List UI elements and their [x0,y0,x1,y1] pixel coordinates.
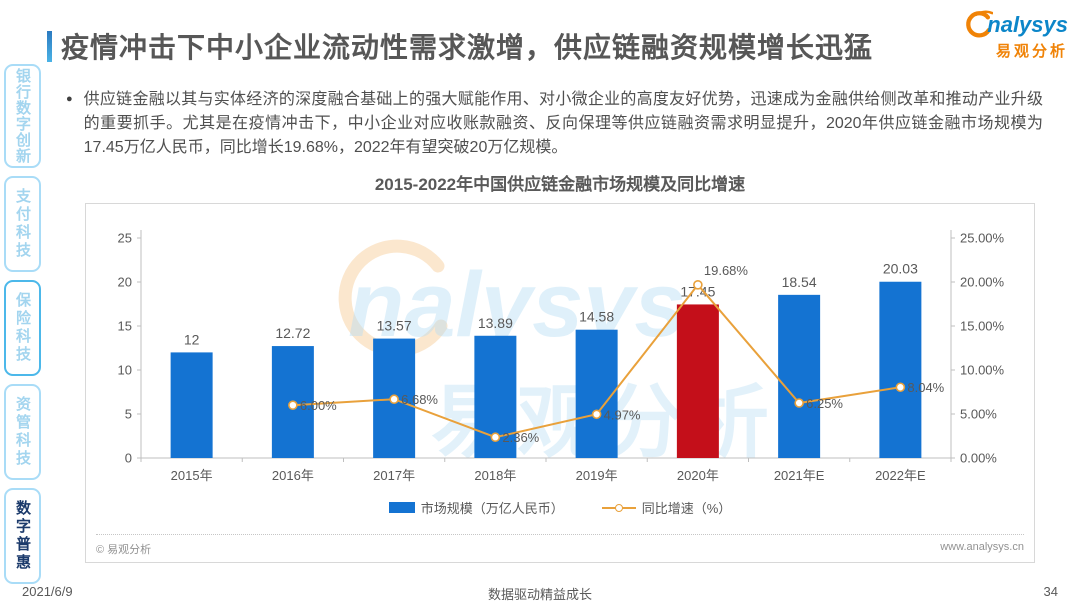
bullet-marker-icon: ● [66,93,73,105]
chart-card-footer: © 易观分析 www.analysys.cn [96,534,1024,557]
left-axis-tick-label: 0 [125,451,132,466]
legend-line-swatch-icon [601,503,636,513]
sidebar-tab-digital-inclusion[interactable]: 数字普惠 [4,488,41,584]
footer-date: 2021/6/9 [22,584,73,599]
x-axis-label: 2022年E [875,468,926,483]
bar-value-label: 18.54 [782,274,817,290]
website-link[interactable]: www.analysys.cn [940,541,1024,553]
page-footer: 2021/6/9 数据驱动精益成长 34 [0,584,1080,602]
growth-value-label: 6.68% [401,392,438,407]
logo-swoosh-icon [966,10,994,38]
x-axis-label: 2021年E [774,468,825,483]
x-axis-label: 2017年 [373,468,415,483]
page-title: 疫情冲击下中小企业流动性需求激增，供应链融资规模增长迅猛 [61,32,874,63]
logo-brand-cn: 易观分析 [995,43,1068,60]
bar-2022年E [879,281,922,458]
x-axis-label: 2016年 [272,468,314,483]
bar-2015年 [170,352,213,458]
bar-value-label: 12.72 [275,325,310,341]
growth-value-label: 19.68% [704,263,749,278]
left-axis-tick-label: 15 [118,319,132,334]
x-axis-label: 2015年 [171,468,213,483]
legend-label-market-scale: 市场规模（万亿人民币） [420,501,564,516]
growth-marker [693,280,703,290]
left-axis-tick-label: 20 [118,275,132,290]
growth-value-label: 6.25% [806,396,843,411]
right-axis-tick-label: 5.00% [960,407,997,422]
left-axis-tick-label: 5 [125,407,132,422]
growth-marker [288,400,298,410]
growth-value-label: 8.04% [907,380,944,395]
title-accent-bar [47,30,52,62]
sidebar: 银行数字创新 支付科技 保险科技 资管科技 数字普惠 [4,64,42,584]
sidebar-tab-asset-mgmt-tech[interactable]: 资管科技 [4,384,41,480]
insight-text: 供应链金融以其与实体经济的深度融合基础上的强大赋能作用、对小微企业的高度友好优势… [83,91,1043,156]
right-axis-tick-label: 20.00% [960,275,1005,290]
growth-marker [895,382,906,393]
x-axis-label: 2020年 [677,468,719,483]
key-insight: ● 供应链金融以其与实体经济的深度融合基础上的强大赋能作用、对小微企业的高度友好… [66,88,1043,160]
right-axis-tick-label: 25.00% [960,231,1005,246]
growth-value-label: 6.00% [300,398,337,413]
bar-2021年E [778,294,821,458]
chart-legend: 市场规模（万亿人民币） 同比增速（%） [86,498,1034,517]
sidebar-tab-payment-tech[interactable]: 支付科技 [4,176,41,272]
left-axis-tick-label: 25 [118,231,132,246]
copyright-text: © 易观分析 [96,544,152,556]
logo-brand-latin: nalysys [987,12,1068,37]
footer-slogan: 数据驱动精益成长 [487,587,592,602]
bar-value-label: 14.58 [579,309,614,325]
legend-bar-swatch-icon [388,502,415,513]
x-axis-label: 2019年 [576,468,618,483]
sidebar-tab-banking-digital[interactable]: 银行数字创新 [4,64,41,168]
chart-card: nalysys易观分析05101520250.00%5.00%10.00%15.… [85,203,1035,563]
chart-title: 2015-2022年中国供应链金融市场规模及同比增速 [374,175,746,194]
bar-value-label: 12 [184,331,200,347]
right-axis-tick-label: 15.00% [960,319,1005,334]
left-axis-tick-label: 10 [118,363,132,378]
bar-2019年 [575,329,618,458]
bar-value-label: 20.03 [883,261,918,277]
growth-marker [389,394,399,405]
legend-label-growth: 同比增速（%） [641,501,732,516]
legend-item-market-scale: 市场规模（万亿人民币） [388,498,564,517]
bar-2020年 [676,304,719,458]
sidebar-tab-insurance-tech[interactable]: 保险科技 [4,280,41,376]
analysys-logo: nalysys 易观分析 [959,8,1068,59]
right-axis-tick-label: 0.00% [960,451,997,466]
legend-item-growth: 同比增速（%） [601,498,732,517]
page-number: 34 [1043,584,1058,599]
right-axis-tick-label: 10.00% [960,363,1005,378]
bar-value-label: 13.57 [377,318,412,334]
growth-marker [794,398,804,408]
growth-value-label: 4.97% [604,407,641,422]
growth-marker [490,432,501,443]
x-axis-label: 2018年 [474,468,516,483]
growth-value-label: 2.36% [502,430,539,445]
growth-marker [591,409,602,420]
bar-value-label: 13.89 [478,315,513,331]
header: 疫情冲击下中小企业流动性需求激增，供应链融资规模增长迅猛 [47,26,873,66]
market-scale-growth-chart: nalysys易观分析05101520250.00%5.00%10.00%15.… [118,230,1005,483]
